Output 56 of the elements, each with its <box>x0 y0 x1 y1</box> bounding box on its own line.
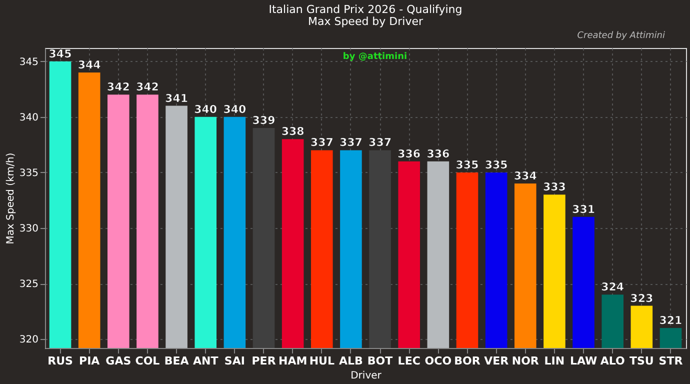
data-label: 334 <box>514 170 538 183</box>
data-label: 337 <box>368 136 392 150</box>
x-tick-label: RUS <box>48 354 73 368</box>
x-tick-label: PER <box>252 354 276 368</box>
chart-subtitle: Max Speed by Driver <box>308 15 424 28</box>
data-label: 339 <box>252 114 276 127</box>
data-label: 340 <box>194 102 218 116</box>
y-tick-label: 345 <box>19 56 38 68</box>
data-label: 342 <box>106 80 130 94</box>
y-tick-label: 340 <box>19 112 38 124</box>
x-tick-label: LAW <box>570 354 598 368</box>
data-label: 324 <box>601 280 624 294</box>
x-tick-label: PIA <box>78 354 100 368</box>
x-tick-label: LEC <box>398 354 420 368</box>
text: Created by Attimini <box>577 31 666 41</box>
data-label: 337 <box>339 136 362 150</box>
y-tick-label: 335 <box>19 168 38 179</box>
x-tick-label: HUL <box>309 354 334 368</box>
x-tick-label: BOR <box>454 354 481 368</box>
x-tick-label: ALO <box>600 354 625 368</box>
x-tick-label: BEA <box>164 354 190 368</box>
data-label: 337 <box>310 136 334 150</box>
x-tick-label: SAI <box>224 354 245 368</box>
x-tick-label: VER <box>484 354 510 368</box>
data-label: 340 <box>223 102 247 116</box>
x-tick-label: ALB <box>339 354 363 368</box>
x-axis-title: Driver <box>350 370 382 382</box>
x-tick-label: STR <box>658 354 684 368</box>
x-tick-label: LIN <box>544 354 565 368</box>
x-tick-label: HAM <box>278 354 308 368</box>
data-label: 341 <box>165 92 188 105</box>
x-tick-label: ANT <box>192 354 219 368</box>
x-tick-label: GAS <box>106 354 132 368</box>
x-tick-label: TSU <box>629 354 654 368</box>
data-label: 335 <box>456 158 479 172</box>
data-label: 336 <box>426 147 450 160</box>
y-axis-title: Max Speed (km/h) <box>5 152 16 244</box>
x-tick-label: BOT <box>367 354 394 368</box>
data-label: 345 <box>48 47 72 60</box>
data-label: 344 <box>78 58 102 72</box>
data-label: 342 <box>136 80 159 94</box>
y-tick-label: 325 <box>19 279 38 290</box>
y-tick-label: 320 <box>19 334 38 346</box>
annotation: by @attimini <box>342 52 408 62</box>
data-label: 338 <box>281 125 304 138</box>
data-label: 336 <box>398 147 421 160</box>
y-tick-label: 330 <box>19 224 38 234</box>
data-label: 331 <box>572 202 596 216</box>
data-label: 321 <box>659 314 682 327</box>
data-label: 323 <box>630 292 654 305</box>
data-label: 335 <box>484 158 508 172</box>
chart-title: Italian Grand Prix 2026 - Qualifying <box>268 3 462 16</box>
x-tick-label: OCO <box>424 354 452 368</box>
x-tick-label: NOR <box>512 354 540 368</box>
data-label: 333 <box>542 180 566 194</box>
x-tick-label: COL <box>135 354 160 368</box>
